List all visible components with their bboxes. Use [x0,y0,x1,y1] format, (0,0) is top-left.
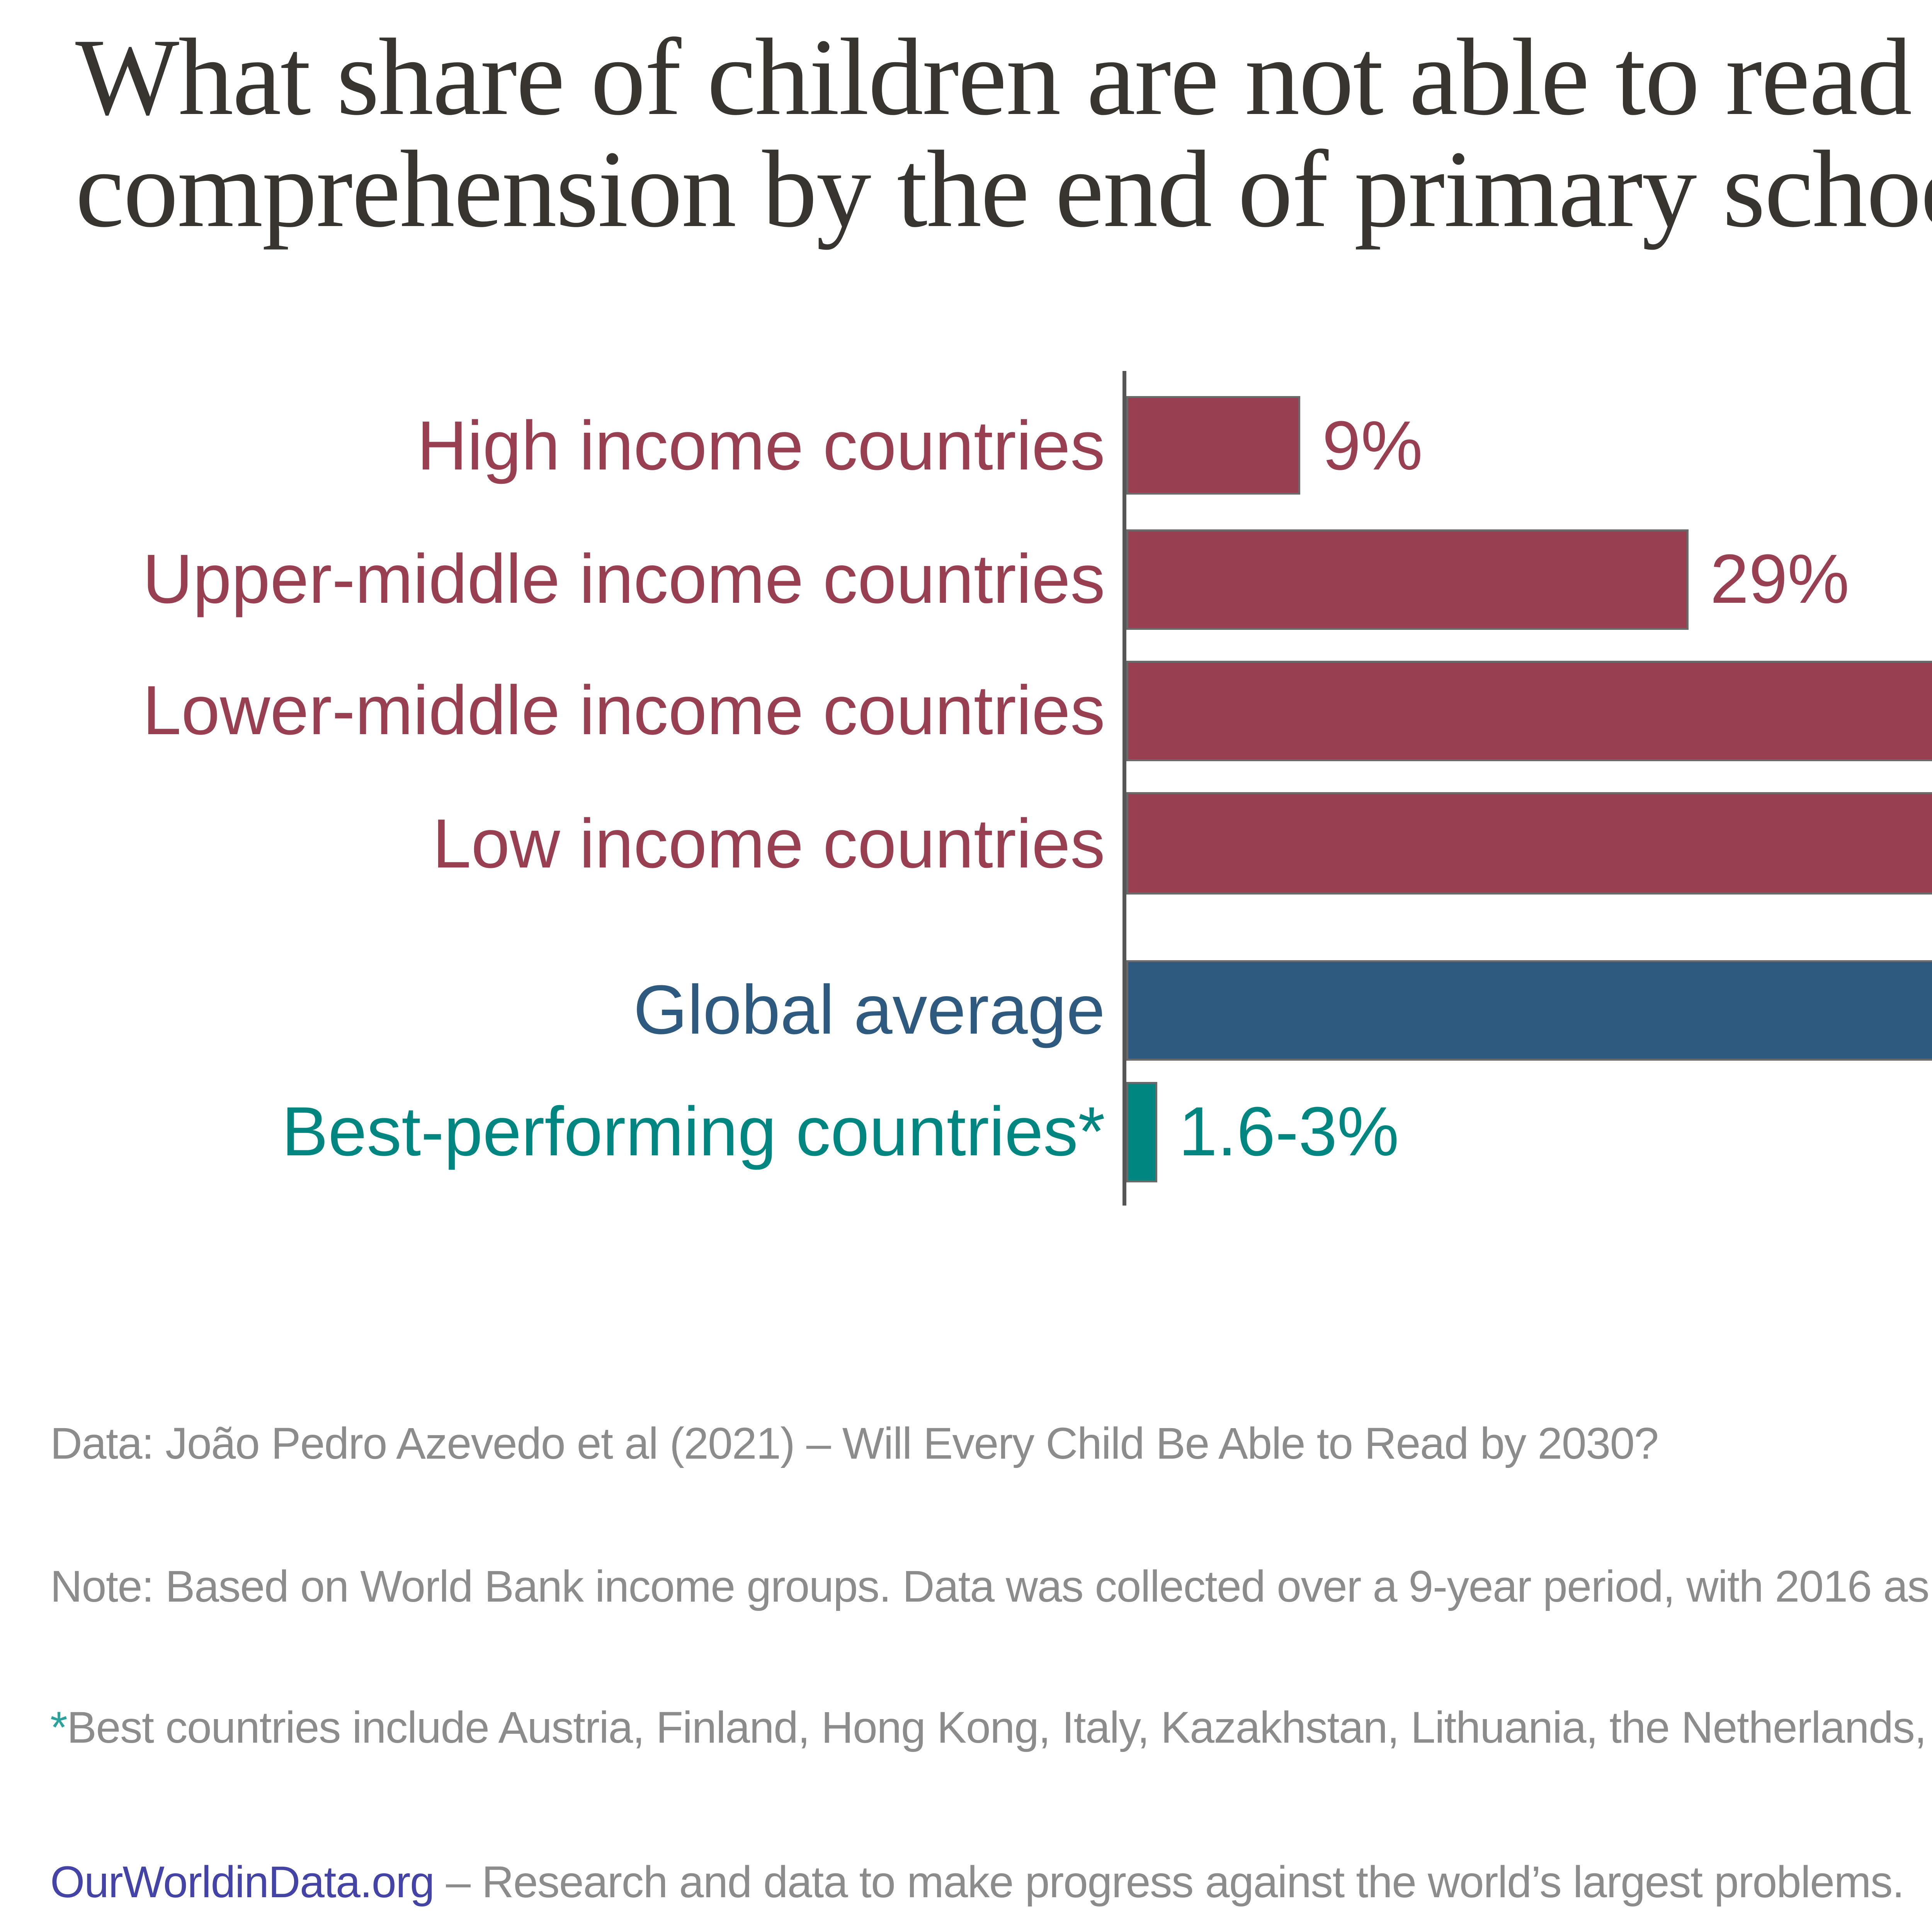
bar-upper-middle-income-countries [1126,529,1689,630]
category-label-global-average: Global average [633,970,1105,1049]
category-label-lower-middle-income-countries: Lower-middle income countries [142,670,1105,750]
value-label-upper-middle-income-countries: 29% [1710,539,1850,618]
footer-credits-text1: – Research and data to make progress aga… [434,1855,1905,1906]
owid-chart-page: What share of children are not able to r… [50,23,1932,1905]
bar-global-average [1126,960,1932,1061]
category-label-best-performing-countries: Best-performing countries* [282,1092,1105,1171]
footer-credits-text2: Licensed under [1904,1856,1932,1906]
bar-lower-middle-income-countries [1126,661,1932,761]
bar-chart: High income countries 9% Upper-middle inco… [142,371,1932,1206]
chart-title: What share of children are not able to r… [75,23,1932,245]
category-label-high-income-countries: High income countries [417,405,1105,484]
bar-low-income-countries [1126,792,1932,895]
value-label-high-income-countries: 9% [1322,405,1423,484]
category-label-low-income-countries: Low income countries [432,803,1105,882]
value-label-best-performing-countries: 1.6-3% [1179,1092,1399,1171]
footer-line-credits: OurWorldinData.org – Research and data t… [50,1855,1932,1906]
footer-line-best-countries-text: Best countries include Austria, Finland,… [67,1702,1927,1752]
bar-high-income-countries [1126,396,1301,495]
footer-line-note: Note: Based on World Bank income groups.… [50,1560,1930,1611]
footnote-asterisk: * [50,1702,68,1752]
chart-title-line2: comprehension by the end of primary scho… [75,128,1932,250]
y-axis-line [1123,371,1126,1206]
owid-website-link[interactable]: OurWorldinData.org [50,1855,435,1906]
footer-line-best-countries: *Best countries include Austria, Finland… [50,1704,1932,1752]
category-label-upper-middle-income-countries: Upper-middle income countries [142,539,1105,618]
footer-line-data-source: Data: João Pedro Azevedo et al (2021) – … [50,1418,1659,1468]
bar-best-performing-countries [1126,1082,1158,1182]
chart-title-line1: What share of children are not able to r… [75,17,1932,139]
footer: Data: João Pedro Azevedo et al (2021) – … [50,1325,1932,1932]
